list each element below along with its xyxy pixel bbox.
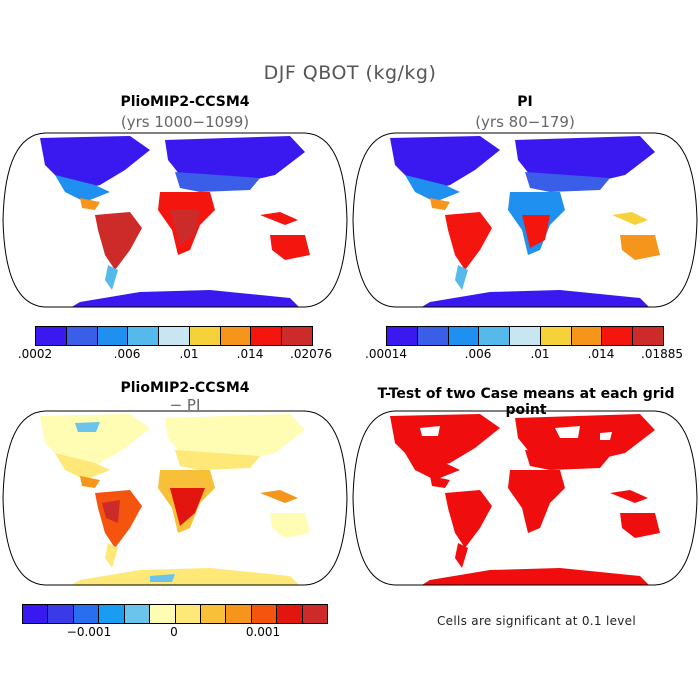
colorbar1-tick: .0002 [17,347,53,361]
colorbar-swatch [571,327,603,345]
colorbar-swatch [66,327,98,345]
colorbar1-tick: .02076 [290,347,332,361]
significance-note: Cells are significant at 0.1 level [437,614,637,628]
colorbar-swatch [387,327,418,345]
colorbar-swatch [159,327,190,345]
colorbar-swatch [48,605,74,623]
colorbar-swatch [23,605,49,623]
panel3-subtitle: − PI [169,396,201,414]
colorbar-swatch [175,605,201,623]
colorbar-swatch [417,327,449,345]
colorbar-panel2 [386,326,664,346]
colorbar-swatch [282,327,313,345]
colorbar-swatch [36,327,67,345]
colorbar-swatch [189,327,221,345]
colorbar-swatch [124,605,151,623]
panel3-title: PlioMIP2-CCSM4 [120,380,250,396]
colorbar1-tick: .01 [179,347,199,361]
panel2-title: PI [517,94,533,110]
colorbar3-tick: 0.001 [245,625,281,639]
panel1-title: PlioMIP2-CCSM4 [120,94,250,110]
panel4-title: T-Test of two Case means at each grid po… [377,386,675,418]
panel1-map [2,132,348,308]
colorbar3-tick: 0 [170,625,178,639]
colorbar3-tick: −0.001 [66,625,112,639]
colorbar1-tick: .014 [236,347,264,361]
colorbar-swatch [251,327,283,345]
colorbar-swatch [277,605,303,623]
colorbar-swatch [479,327,511,345]
colorbar-swatch [633,327,664,345]
colorbar-swatch [510,327,541,345]
colorbar-swatch [448,327,480,345]
colorbar-swatch [226,605,252,623]
colorbar-swatch [97,327,129,345]
colorbar-panel1 [35,326,313,346]
colorbar-swatch [128,327,160,345]
colorbar1-tick: .006 [113,347,141,361]
colorbar2-tick: .00014 [365,347,407,361]
colorbar-panel3 [22,604,328,624]
colorbar-swatch [251,605,278,623]
colorbar-swatch [99,605,125,623]
colorbar-swatch [200,605,227,623]
colorbar-swatch [220,327,252,345]
colorbar-swatch [540,327,572,345]
panel1-subtitle: (yrs 1000−1099) [120,113,250,131]
panel2-map [352,132,698,308]
colorbar2-tick: .014 [587,347,615,361]
panel3-map [2,410,348,586]
figure-title: DJF QBOT (kg/kg) [263,62,437,84]
colorbar2-tick: .006 [464,347,492,361]
colorbar-swatch [302,605,328,623]
panel4-map [352,410,698,586]
panel2-subtitle: (yrs 80−179) [475,113,575,131]
colorbar-swatch [150,605,176,623]
colorbar-swatch [602,327,634,345]
colorbar-swatch [73,605,100,623]
colorbar2-tick: .01 [530,347,550,361]
colorbar2-tick: .01885 [641,347,683,361]
